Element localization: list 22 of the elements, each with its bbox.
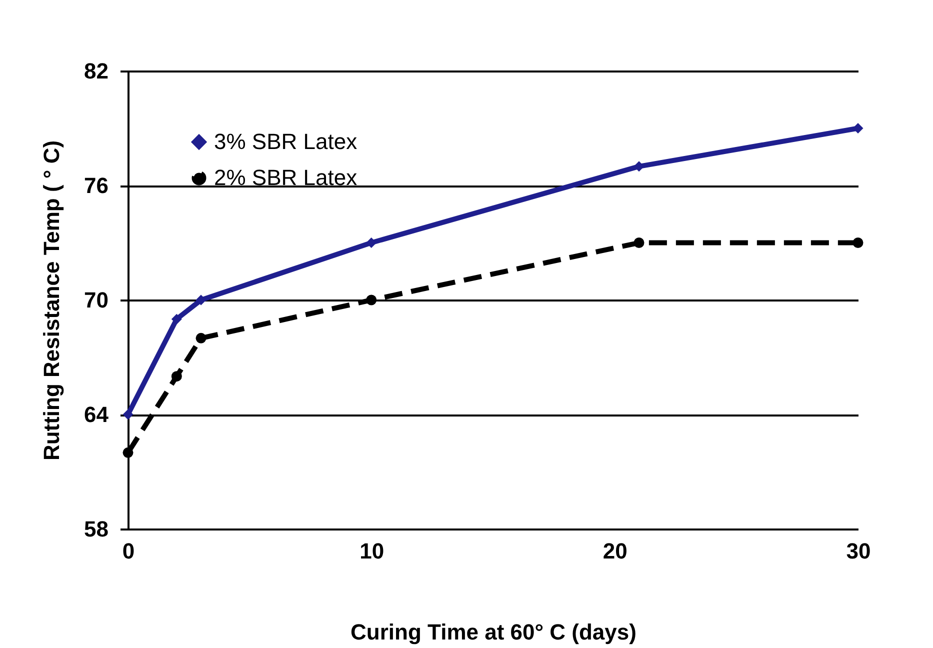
y-tick-label: 58 (84, 516, 108, 542)
legend-label: 3% SBR Latex (214, 129, 358, 154)
x-tick-label: 10 (360, 538, 384, 564)
x-tick-label: 20 (602, 538, 628, 564)
point (852, 238, 864, 248)
y-tick-label: 76 (84, 173, 108, 198)
legend-label: 2% SBR Latex (214, 165, 358, 190)
point (634, 238, 644, 248)
y-tick-label: 70 (84, 288, 108, 312)
point (171, 314, 182, 324)
y-tick-label: 64 (84, 402, 110, 427)
y-tick-label: 82 (84, 58, 108, 84)
x-axis-title: Curing Time at 60° C (days) (350, 620, 636, 644)
point (171, 371, 182, 382)
point (122, 447, 134, 458)
x-tick-label: 30 (846, 538, 871, 564)
point (366, 238, 377, 248)
point (196, 332, 206, 344)
y-axis-title: Rutting Resistance Temp ( ° C) (39, 140, 64, 461)
point (196, 294, 206, 306)
x-tick-label: 0 (122, 538, 135, 564)
point (366, 294, 377, 306)
